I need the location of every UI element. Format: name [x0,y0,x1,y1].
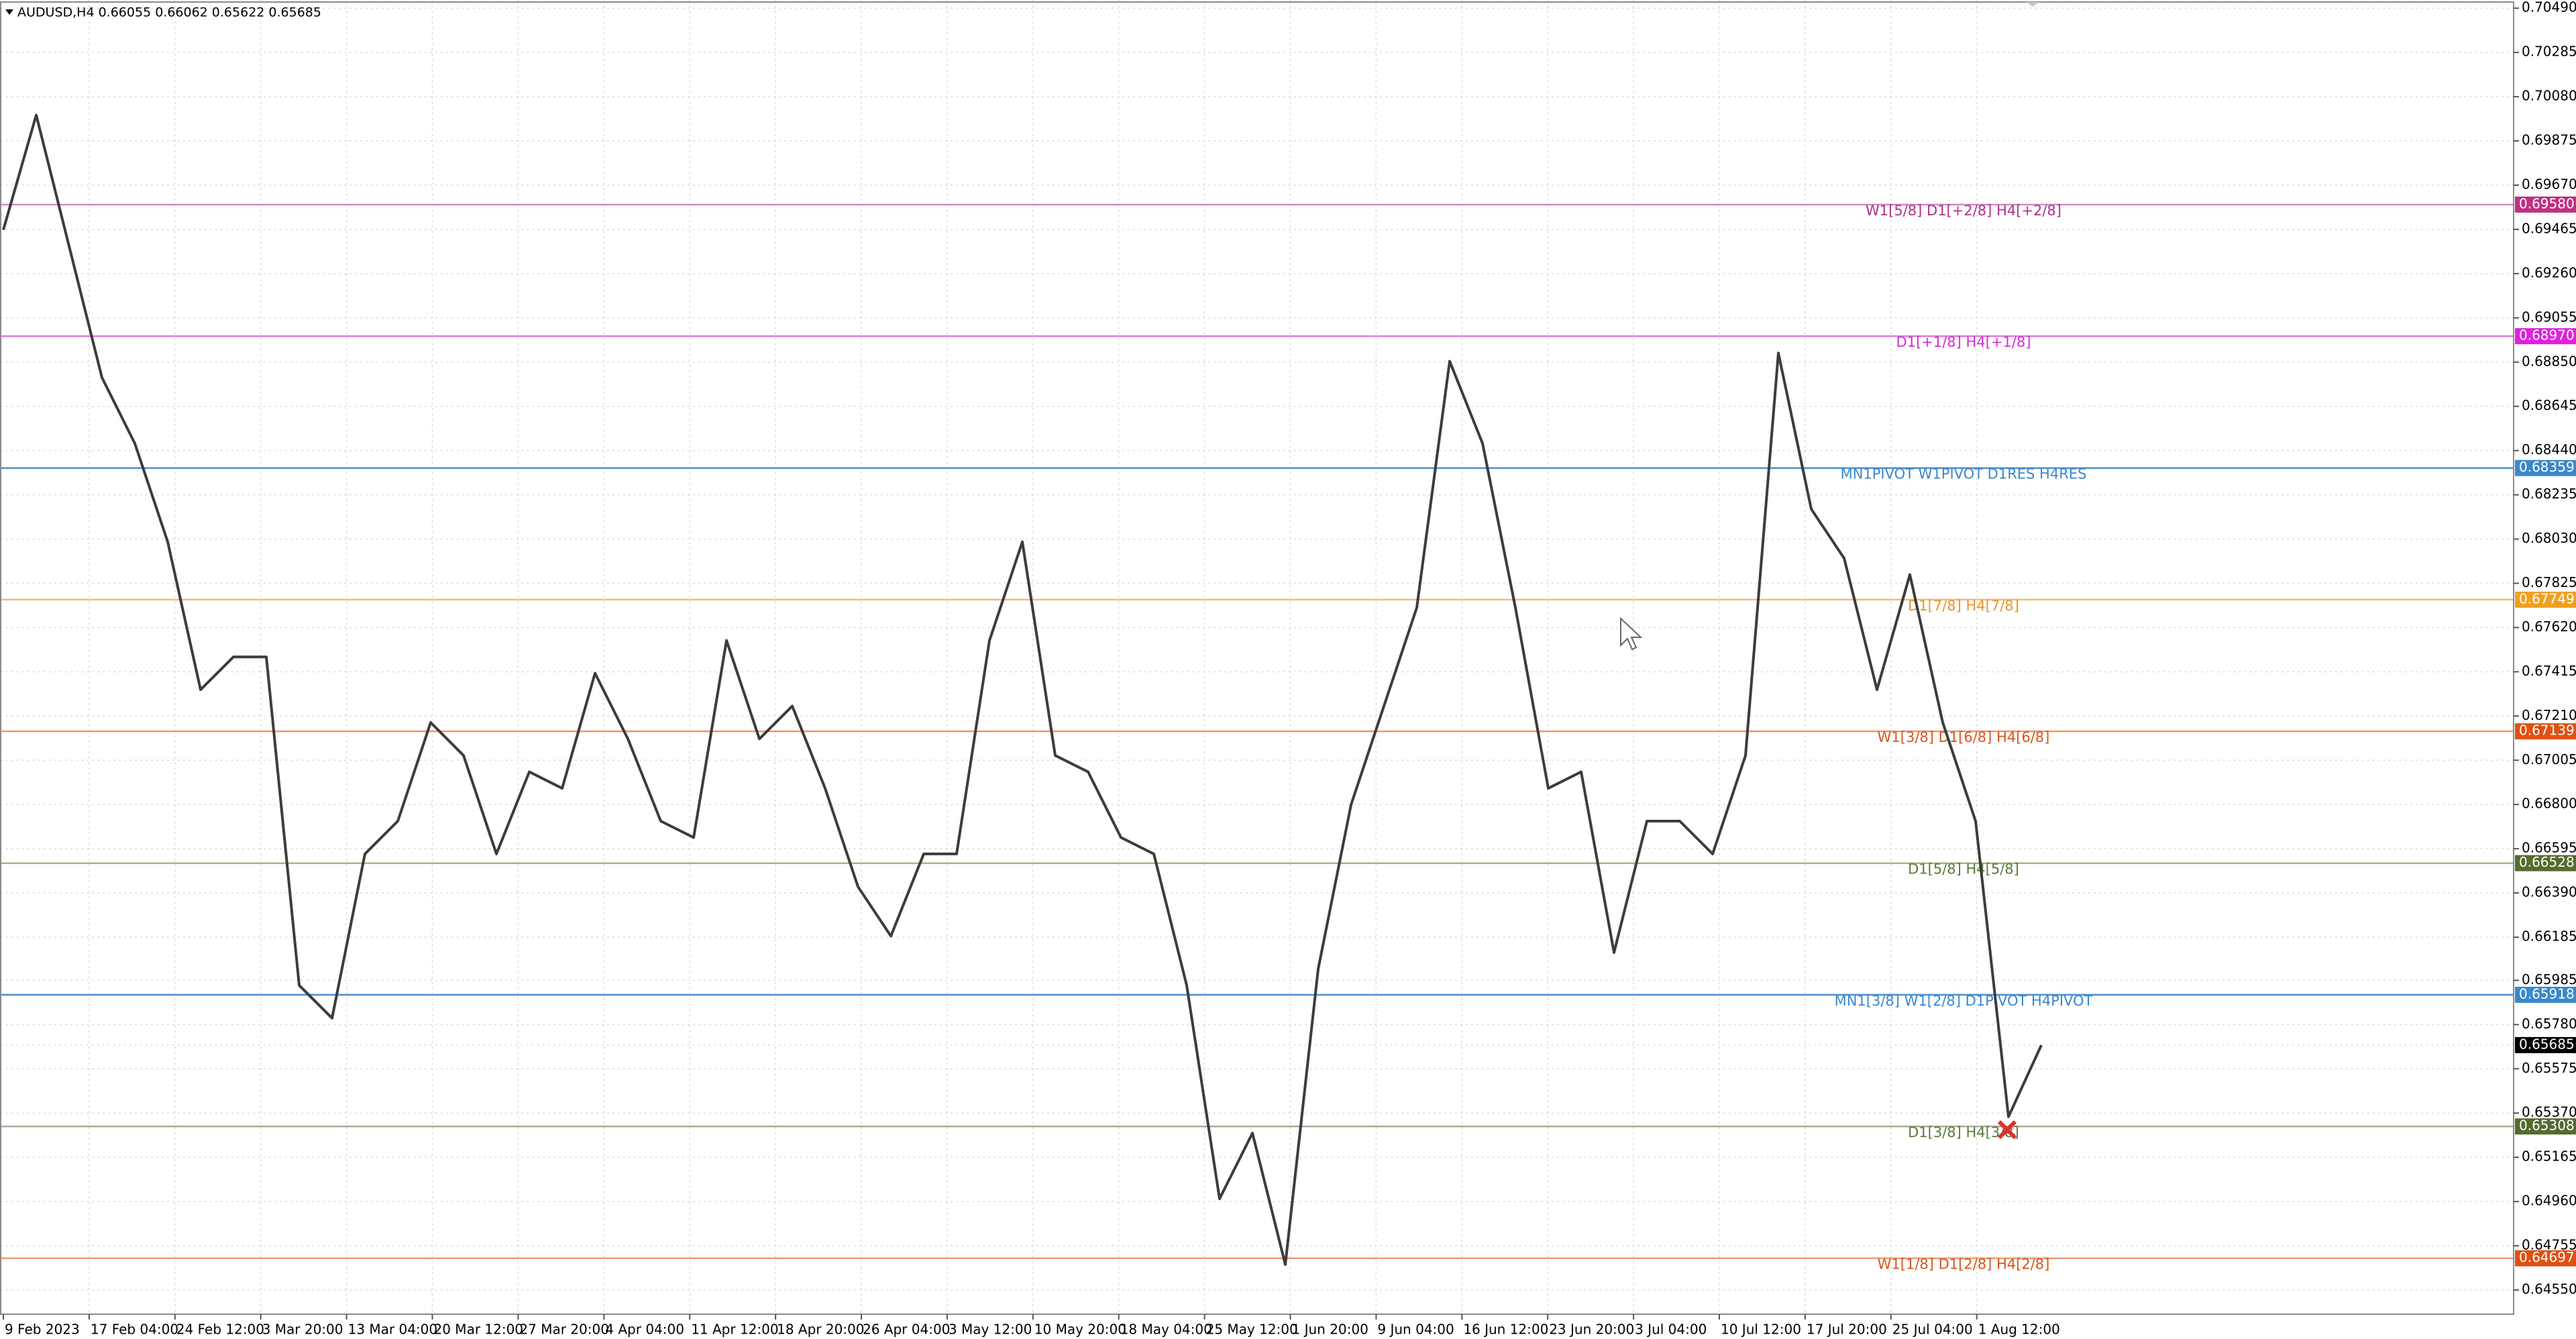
level-label: MN1[3/8] W1[2/8] D1PIVOT H4PIVOT [1835,993,2093,1009]
price-badge-label: 0.69580 [2519,195,2575,211]
y-tick-label: 0.70285 [2522,44,2576,60]
x-tick-label: 23 Jun 20:00 [1549,1322,1634,1338]
price-badge-label: 0.65918 [2519,985,2575,1002]
y-tick-label: 0.70490 [2522,0,2576,15]
y-tick-label: 0.68235 [2522,486,2576,502]
level-label: MN1PIVOT W1PIVOT D1RES H4RES [1841,466,2087,482]
plot-border [0,1,2514,1315]
price-badge [2515,460,2576,476]
y-tick-label: 0.64960 [2522,1193,2576,1209]
level-label: D1[7/8] H4[7/8] [1908,598,2019,614]
y-tick-label: 0.67005 [2522,751,2576,767]
x-tick-label: 24 Feb 12:00 [176,1322,264,1338]
x-tick-label: 1 Jun 20:00 [1292,1322,1368,1338]
series [2,113,2043,1266]
level-label: D1[+1/8] H4[+1/8] [1896,334,2031,350]
y-tick-label: 0.65985 [2522,971,2576,987]
y-tick-label: 0.67620 [2522,619,2576,635]
x-tick-label: 25 May 12:00 [1206,1322,1298,1338]
price-badge-label: 0.68970 [2519,327,2575,343]
x-tick-label: 3 Mar 20:00 [262,1322,343,1338]
y-tick-label: 0.65165 [2522,1148,2576,1165]
levels: W1[5/8] D1[+2/8] H4[+2/8] D1[+1/8] H4[+1/… [1,203,2514,1273]
x-tick-label: 3 May 12:00 [949,1322,1032,1338]
y-tick-label: 0.65780 [2522,1016,2576,1032]
y-tick-label: 0.64550 [2522,1281,2576,1297]
level-label: W1[5/8] D1[+2/8] H4[+2/8] [1866,203,2061,219]
x-tick-label: 13 Mar 04:00 [348,1322,438,1338]
x-tick-label: 17 Jul 20:00 [1807,1322,1887,1338]
price-badge [2515,723,2576,740]
y-tick-label: 0.69875 [2522,132,2576,148]
price-badge-label: 0.67139 [2519,722,2575,739]
x-tick-label: 4 Apr 04:00 [605,1322,684,1338]
price-badge [2515,1118,2576,1135]
x-tick-label: 18 Apr 20:00 [777,1322,864,1338]
y-tick-label: 0.65575 [2522,1060,2576,1076]
x-tick-label: 27 Mar 20:00 [519,1322,609,1338]
x-tick-label: 18 May 04:00 [1120,1322,1212,1338]
y-tick-label: 0.69465 [2522,220,2576,236]
current-price-label: 0.65685 [2519,1036,2575,1052]
x-tick-label: 20 Mar 12:00 [434,1322,524,1338]
price-badge-label: 0.67749 [2519,590,2575,606]
x-tick-label: 16 Jun 12:00 [1463,1322,1548,1338]
y-tick-label: 0.66595 [2522,840,2576,856]
current-price-badge [2515,1036,2576,1053]
price-badge [2515,196,2576,213]
close-marker [1997,1120,2017,1140]
price-badge-label: 0.66528 [2519,854,2575,870]
level-label: W1[1/8] D1[2/8] H4[2/8] [1878,1256,2050,1273]
y-tick-label: 0.66800 [2522,796,2576,812]
symbol-info: AUDUSD,H4 0.66055 0.66062 0.65622 0.6568… [17,5,321,20]
y-tick-label: 0.64755 [2522,1237,2576,1253]
y-tick-label: 0.68850 [2522,353,2576,369]
x-tick-label: 26 Apr 04:00 [863,1322,950,1338]
y-tick-label: 0.70080 [2522,88,2576,104]
y-tick-label: 0.66185 [2522,928,2576,945]
y-tick-label: 0.66390 [2522,884,2576,900]
price-badge [2515,591,2576,608]
price-badge [2515,328,2576,345]
x-tick-label: 10 Jul 12:00 [1721,1322,1801,1338]
x-tick-label: 9 Jun 04:00 [1377,1322,1454,1338]
level-label: W1[3/8] D1[6/8] H4[6/8] [1878,729,2050,745]
y-tick-label: 0.69055 [2522,309,2576,325]
price-badge-label: 0.64697 [2519,1249,2575,1265]
y-tick-label: 0.68030 [2522,530,2576,546]
y-tick-label: 0.69670 [2522,176,2576,192]
x-tick-label: 11 Apr 12:00 [691,1322,778,1338]
x-tick-label: 9 Feb 2023 [5,1322,80,1338]
x-tick-label: 1 Aug 12:00 [1978,1322,2060,1338]
x-tick-label: 25 Jul 04:00 [1892,1322,1973,1338]
level-label: D1[5/8] H4[5/8] [1908,861,2019,877]
x-tick-label: 10 May 20:00 [1034,1322,1126,1338]
price-badge [2515,986,2576,1003]
price-badge [2515,1250,2576,1267]
y-tick-label: 0.65370 [2522,1104,2576,1120]
y-tick-label: 0.67825 [2522,574,2576,590]
price-axis: 0.70490 0.70285 0.70080 0.69875 0.69670 0.694… [2514,0,2576,1297]
y-tick-label: 0.69260 [2522,264,2576,280]
shift-marker [2026,2,2039,7]
price-badge-label: 0.68359 [2519,459,2575,475]
y-tick-label: 0.67415 [2522,663,2576,679]
y-tick-label: 0.68440 [2522,441,2576,458]
grid [1,0,2514,1314]
dropdown-icon[interactable] [5,9,13,15]
x-tick-label: 17 Feb 04:00 [91,1322,178,1338]
y-tick-label: 0.68645 [2522,397,2576,413]
price-line [2,113,2043,1266]
x-tick-label: 3 Jul 04:00 [1635,1322,1707,1338]
y-tick-label: 0.67210 [2522,707,2576,723]
mouse-cursor [1620,617,1643,651]
price-badge-label: 0.65308 [2519,1118,2575,1134]
price-badge [2515,855,2576,871]
